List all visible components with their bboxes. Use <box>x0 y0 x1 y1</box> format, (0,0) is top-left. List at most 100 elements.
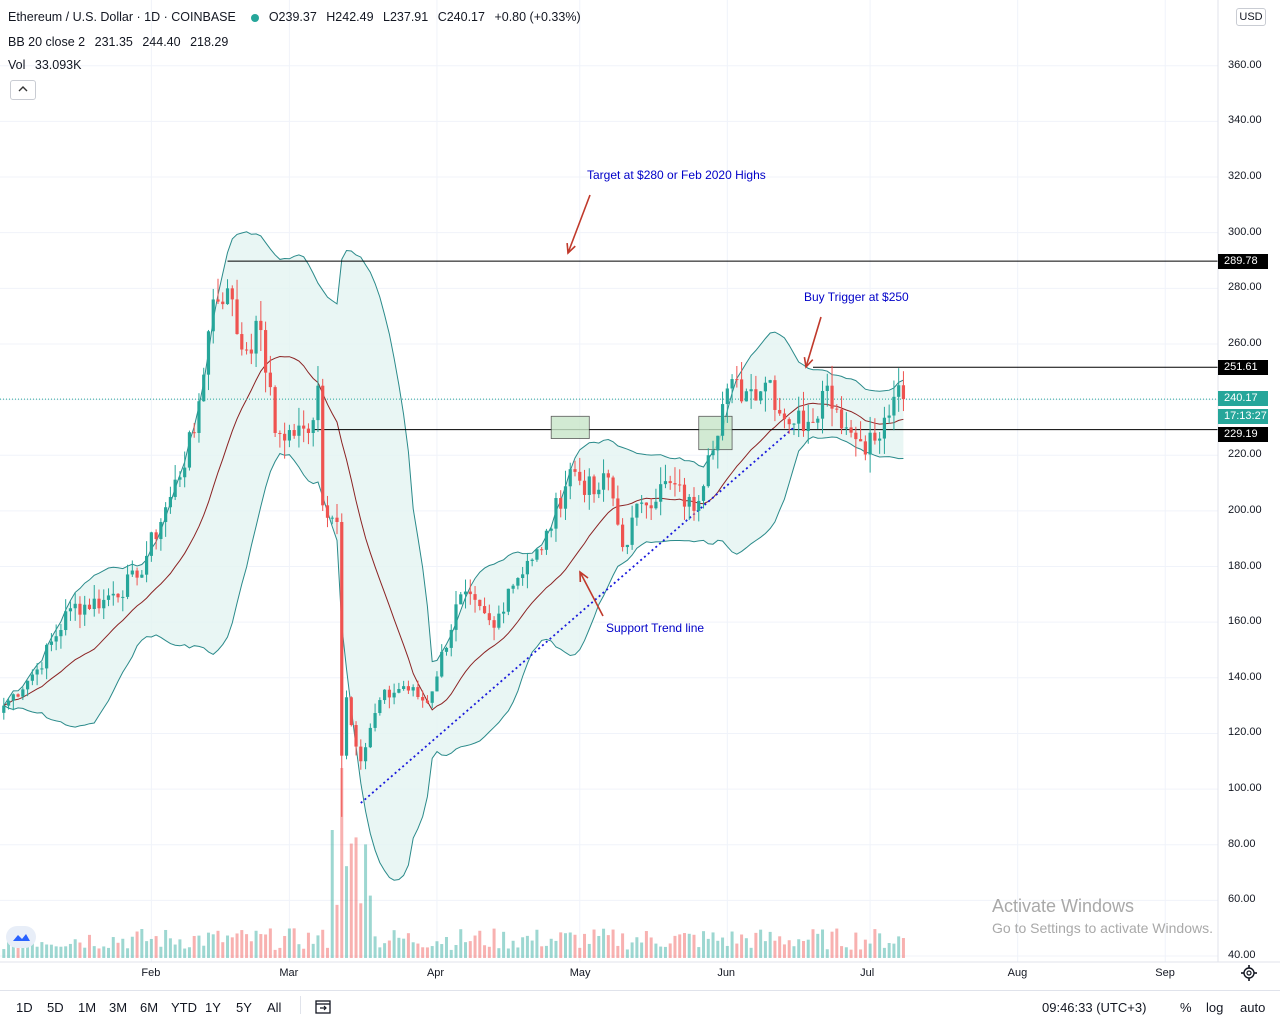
candle-body <box>682 484 687 507</box>
candle-body <box>330 517 334 519</box>
candle-body <box>411 687 415 691</box>
candle-body <box>211 299 215 332</box>
candle-body <box>811 421 815 423</box>
range-button-all[interactable]: All <box>267 1000 282 1015</box>
volume-bar <box>673 935 677 958</box>
volume-bar <box>397 937 401 958</box>
volume-bar <box>597 935 601 958</box>
annotation-support[interactable]: Support Trend line <box>606 621 705 635</box>
candle-body <box>621 524 625 548</box>
volume-bar <box>373 936 377 958</box>
volume-bar <box>206 932 210 958</box>
candle-body <box>259 320 263 331</box>
volume-bar <box>292 928 296 958</box>
range-button-ytd[interactable]: YTD <box>171 1000 197 1015</box>
candle-body <box>273 387 277 433</box>
bb-basis-value: 231.35 <box>94 35 133 49</box>
log-scale-toggle[interactable]: log <box>1206 1000 1224 1015</box>
candle-body <box>292 430 296 436</box>
volume-bar <box>901 938 905 958</box>
candle-body <box>92 598 96 610</box>
range-button-1d[interactable]: 1D <box>16 1000 33 1015</box>
symbol-title[interactable]: Ethereum / U.S. Dollar · 1D · COINBASE <box>8 10 236 24</box>
range-button-6m[interactable]: 6M <box>140 1000 159 1015</box>
candle-body <box>121 596 125 598</box>
y-tick-label: 320.00 <box>1228 170 1262 183</box>
range-button-1y[interactable]: 1Y <box>205 1000 221 1015</box>
candle-body <box>763 382 767 392</box>
volume-bar <box>411 942 415 958</box>
volume-bar <box>544 945 548 958</box>
volume-bar <box>635 937 639 958</box>
candle-body <box>611 477 615 499</box>
volume-bar <box>444 936 448 958</box>
volume-bar <box>416 943 420 958</box>
candle-body <box>325 505 330 518</box>
chart-canvas[interactable] <box>0 0 1280 990</box>
range-button-3m[interactable]: 3M <box>109 1000 128 1015</box>
volume-bar <box>83 947 87 958</box>
candle-body <box>778 409 782 414</box>
candle-body <box>444 647 449 652</box>
range-button-5d[interactable]: 5D <box>47 1000 64 1015</box>
candle-body <box>206 331 211 375</box>
candle-body <box>311 420 315 433</box>
candle-body <box>463 591 468 595</box>
candle-body <box>440 651 444 677</box>
bollinger-basis-line <box>3 355 904 711</box>
chart-settings-button[interactable] <box>1240 964 1260 984</box>
legend-bb-row[interactable]: BB 20 close 2 231.35 244.40 218.29 <box>8 35 234 49</box>
volume-bar <box>297 944 301 958</box>
level-label-buy-trigger: 251.61 <box>1218 360 1268 375</box>
candle-body <box>706 455 710 487</box>
volume-bar <box>245 934 249 958</box>
volume-bar <box>421 947 425 958</box>
volume-bar <box>202 945 206 958</box>
volume-bar <box>778 936 782 958</box>
annotation-target[interactable]: Target at $280 or Feb 2020 Highs <box>587 168 766 182</box>
candle-body <box>744 391 748 402</box>
volume-bar <box>92 946 96 958</box>
volume-bar <box>168 938 172 958</box>
candle-body <box>654 501 658 509</box>
candle-body <box>11 694 15 701</box>
candle-body <box>540 549 544 551</box>
candle-body <box>378 700 382 714</box>
candle-body <box>559 498 563 509</box>
range-button-1m[interactable]: 1M <box>78 1000 97 1015</box>
volume-bar <box>787 940 791 958</box>
date-range-picker-button[interactable] <box>314 997 332 1020</box>
volume-bar <box>392 930 396 958</box>
volume-bar <box>740 934 744 958</box>
candle-body <box>806 421 810 432</box>
candle-body <box>421 696 425 701</box>
annotation-buy-trigger[interactable]: Buy Trigger at $250 <box>804 290 909 304</box>
time-display[interactable]: 09:46:33 (UTC+3) <box>1042 1000 1147 1015</box>
candle-body <box>768 380 772 383</box>
collapse-legend-button[interactable] <box>10 80 36 100</box>
volume-bar <box>682 933 686 958</box>
support-arrow <box>579 571 604 617</box>
volume-bar <box>773 940 777 958</box>
candle-body <box>68 608 73 612</box>
percent-scale-toggle[interactable]: % <box>1180 1000 1192 1015</box>
range-button-5y[interactable]: 5Y <box>236 1000 252 1015</box>
volume-bar <box>735 943 739 958</box>
candle-body <box>482 606 487 614</box>
candle-body <box>711 450 715 456</box>
auto-scale-toggle[interactable]: auto <box>1240 1000 1266 1015</box>
legend-vol-row[interactable]: Vol 33.093K <box>8 58 87 72</box>
y-tick-label: 340.00 <box>1228 114 1262 127</box>
support-zone-box <box>698 415 733 451</box>
candle-body <box>416 687 420 697</box>
candle-body <box>125 574 130 597</box>
candle-body <box>387 689 391 698</box>
candle-body <box>849 427 853 433</box>
tradingview-logo[interactable] <box>6 926 36 948</box>
volume-bar <box>497 948 501 958</box>
volume-bar <box>816 933 820 958</box>
bb-lower-value: 218.29 <box>190 35 229 49</box>
candle-body <box>544 530 549 550</box>
currency-button[interactable]: USD <box>1236 8 1266 26</box>
candle-body <box>740 379 744 402</box>
